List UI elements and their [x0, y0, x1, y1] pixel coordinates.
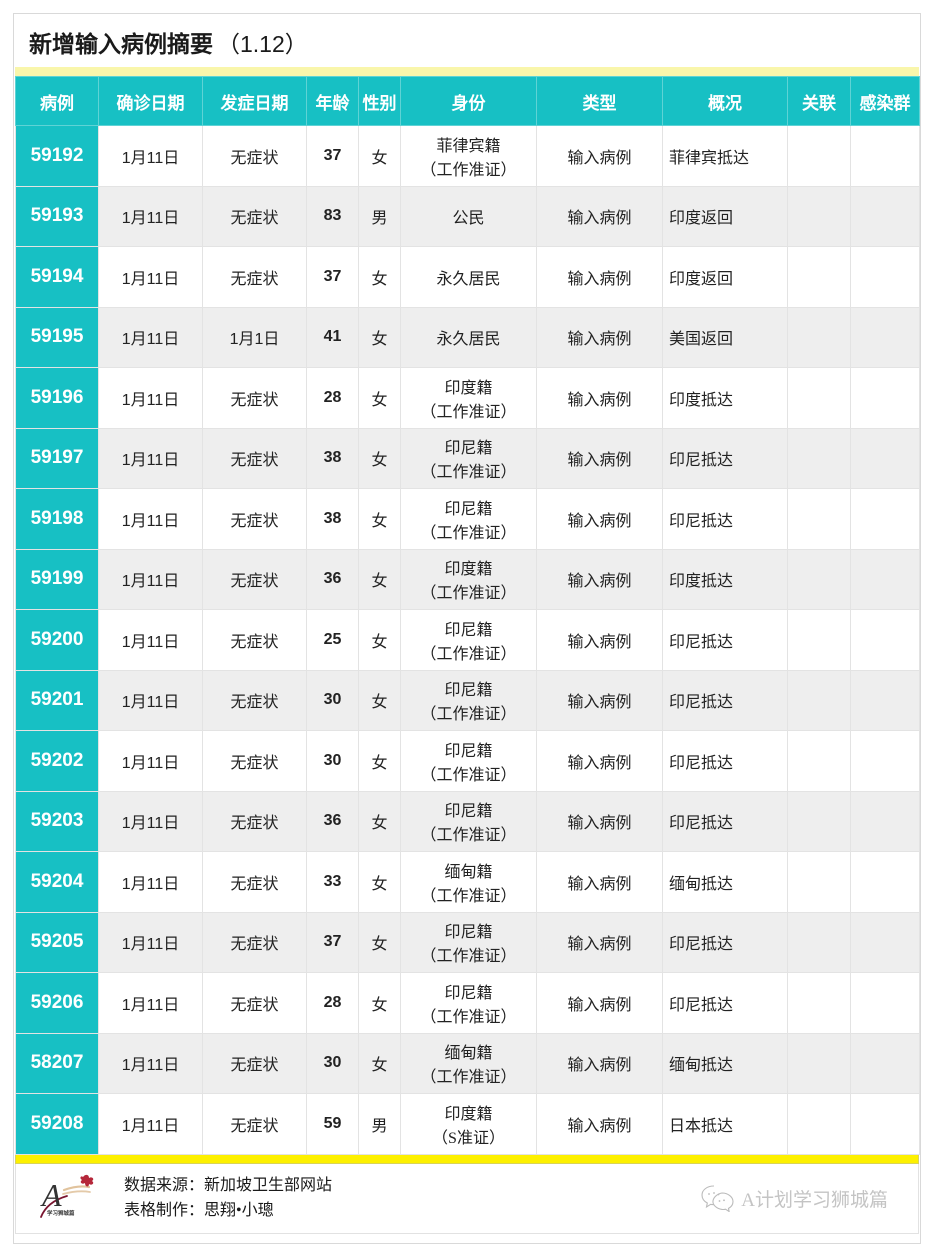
svg-text:学习狮城篇: 学习狮城篇 [47, 1209, 75, 1217]
svg-text:A: A [40, 1177, 62, 1213]
